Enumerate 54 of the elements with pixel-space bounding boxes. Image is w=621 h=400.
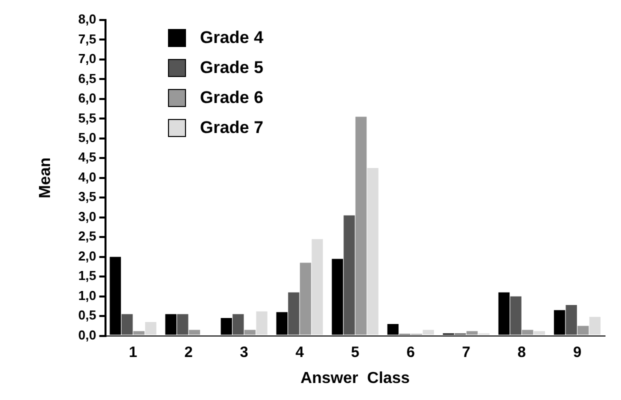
legend-label: Grade 7 xyxy=(200,118,264,138)
y-tick-label: 3,0 xyxy=(78,208,96,224)
x-tick-label: 6 xyxy=(406,344,415,361)
legend-label: Grade 5 xyxy=(200,58,264,78)
y-tick-label: 7,0 xyxy=(78,51,96,66)
y-tick-label: 3,5 xyxy=(78,189,96,204)
x-tick-label: 5 xyxy=(350,344,360,361)
bar xyxy=(122,314,133,335)
y-tick-label: 6,5 xyxy=(78,70,96,86)
bar xyxy=(589,316,601,335)
bar xyxy=(566,305,577,335)
bar xyxy=(232,314,244,335)
bar xyxy=(466,331,478,335)
y-tick-label: 4,5 xyxy=(78,150,96,165)
y-tick-label: 1,0 xyxy=(78,288,96,303)
y-tick-label: 8,0 xyxy=(78,12,96,27)
bar xyxy=(367,168,378,335)
bar xyxy=(256,311,268,335)
x-tick-label: 7 xyxy=(462,344,470,361)
bar xyxy=(133,331,145,335)
bar xyxy=(145,322,156,335)
bar xyxy=(244,330,256,335)
y-tick-label: 2,5 xyxy=(78,228,96,244)
bar xyxy=(288,292,300,335)
x-axis-title: Answer Class xyxy=(300,370,410,387)
bar xyxy=(344,215,355,335)
y-tick-label: 6,0 xyxy=(78,90,96,106)
y-tick-label: 1,5 xyxy=(78,268,96,284)
y-tick-label: 0,0 xyxy=(78,327,96,342)
x-tick-label: 8 xyxy=(518,344,526,361)
bar xyxy=(510,296,522,335)
y-tick-label: 0,5 xyxy=(78,308,96,323)
y-tick-label: 5,5 xyxy=(78,110,96,126)
legend-label: Grade 6 xyxy=(200,88,264,108)
x-tick-label: 3 xyxy=(240,344,248,361)
bar xyxy=(422,330,434,335)
y-tick-label: 5,0 xyxy=(78,130,96,146)
bar xyxy=(578,326,589,335)
x-tick-label: 2 xyxy=(184,344,193,361)
bar xyxy=(522,330,534,335)
y-tick-label: 4,0 xyxy=(78,169,96,184)
bar xyxy=(312,239,323,335)
y-axis-title: Mean xyxy=(37,157,54,198)
bar xyxy=(188,330,200,335)
x-tick-label: 4 xyxy=(295,344,304,361)
bar xyxy=(300,262,312,335)
y-tick-label: 2,0 xyxy=(78,248,96,264)
bar xyxy=(177,314,188,335)
y-tick-label: 7,5 xyxy=(78,31,96,46)
x-tick-label: 9 xyxy=(573,344,582,361)
bar xyxy=(534,331,546,335)
x-tick-label: 1 xyxy=(128,344,138,361)
bar xyxy=(355,116,367,335)
legend-label: Grade 4 xyxy=(200,28,264,48)
